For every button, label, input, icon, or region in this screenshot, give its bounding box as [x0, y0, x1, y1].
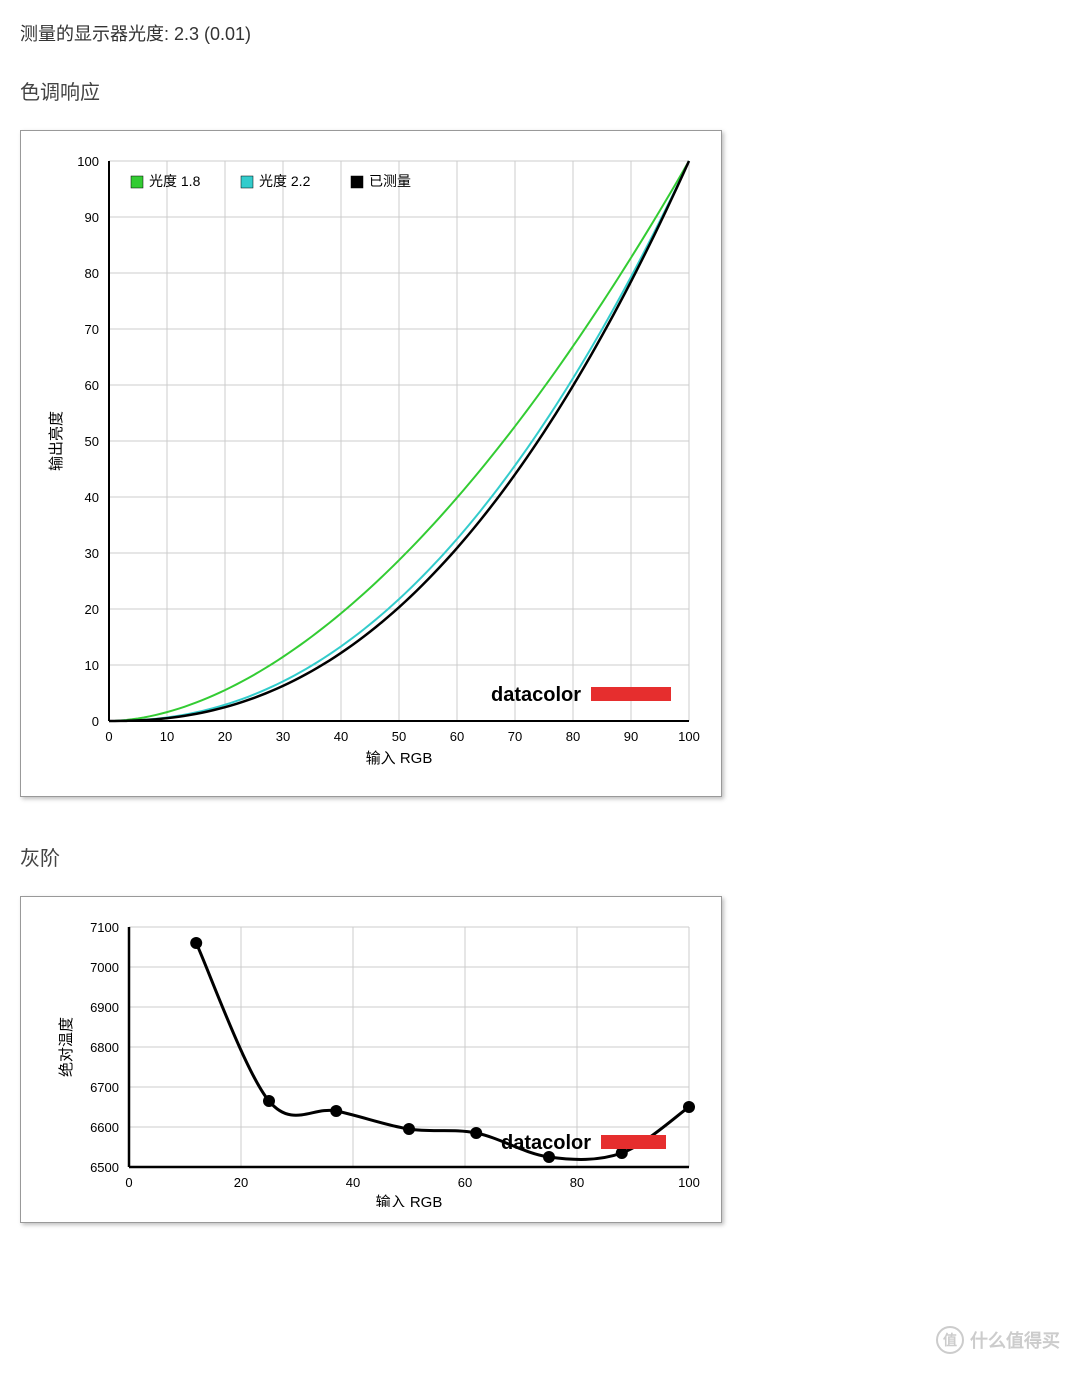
svg-text:40: 40	[334, 729, 348, 744]
svg-text:0: 0	[125, 1175, 132, 1190]
svg-text:80: 80	[570, 1175, 584, 1190]
svg-text:90: 90	[85, 210, 99, 225]
svg-text:60: 60	[85, 378, 99, 393]
svg-text:20: 20	[218, 729, 232, 744]
grayscale-chart: 0 20 40 60 80 100 6500 6600 6700 6800 6900 7000 7100…	[31, 907, 711, 1207]
svg-text:6500: 6500	[90, 1160, 119, 1175]
tone-response-chart: 0 10 20 30 40 50 60 70 80 90 100 0 10 20 30 40 50 60 70 80 9…	[31, 141, 711, 781]
svg-text:40: 40	[85, 490, 99, 505]
measured-gamma-line: 测量的显示器光度: 2.3 (0.01)	[20, 20, 1060, 46]
svg-text:6900: 6900	[90, 1000, 119, 1015]
svg-text:60: 60	[450, 729, 464, 744]
svg-text:0: 0	[92, 714, 99, 729]
svg-text:6600: 6600	[90, 1120, 119, 1135]
watermark-logo-icon: 值	[936, 1326, 964, 1354]
tone-response-chart-frame: 0 10 20 30 40 50 60 70 80 90 100 0 10 20 30 40 50 60 70 80 9…	[20, 130, 722, 797]
svg-text:绝对温度: 绝对温度	[58, 1017, 75, 1077]
svg-text:100: 100	[77, 154, 99, 169]
svg-text:输出亮度: 输出亮度	[48, 411, 65, 471]
svg-text:10: 10	[85, 658, 99, 673]
watermark-text: 什么值得买	[970, 1327, 1060, 1353]
section-title-tone-response: 色调响应	[20, 76, 1060, 105]
svg-text:70: 70	[85, 322, 99, 337]
svg-text:7000: 7000	[90, 960, 119, 975]
svg-text:70: 70	[508, 729, 522, 744]
svg-text:datacolor: datacolor	[491, 684, 581, 706]
svg-text:datacolor: datacolor	[501, 1132, 591, 1154]
svg-text:输入 RGB: 输入 RGB	[376, 1194, 443, 1207]
svg-text:20: 20	[234, 1175, 248, 1190]
site-watermark: 值 什么值得买	[936, 1326, 1060, 1354]
svg-text:输入 RGB: 输入 RGB	[366, 750, 433, 767]
svg-text:60: 60	[458, 1175, 472, 1190]
svg-text:光度 1.8: 光度 1.8	[149, 173, 201, 189]
svg-text:0: 0	[105, 729, 112, 744]
svg-text:90: 90	[624, 729, 638, 744]
svg-text:光度 2.2: 光度 2.2	[259, 173, 311, 189]
svg-text:20: 20	[85, 602, 99, 617]
svg-text:40: 40	[346, 1175, 360, 1190]
svg-text:已测量: 已测量	[369, 173, 411, 189]
svg-text:50: 50	[85, 434, 99, 449]
svg-text:10: 10	[160, 729, 174, 744]
section-title-grayscale: 灰阶	[20, 842, 1060, 871]
svg-text:50: 50	[392, 729, 406, 744]
svg-text:100: 100	[678, 1175, 700, 1190]
svg-text:100: 100	[678, 729, 700, 744]
svg-text:80: 80	[566, 729, 580, 744]
svg-text:6700: 6700	[90, 1080, 119, 1095]
svg-text:30: 30	[85, 546, 99, 561]
svg-text:6800: 6800	[90, 1040, 119, 1055]
svg-text:80: 80	[85, 266, 99, 281]
svg-text:7100: 7100	[90, 920, 119, 935]
grayscale-chart-frame: 0 20 40 60 80 100 6500 6600 6700 6800 6900 7000 7100…	[20, 896, 722, 1223]
svg-text:30: 30	[276, 729, 290, 744]
